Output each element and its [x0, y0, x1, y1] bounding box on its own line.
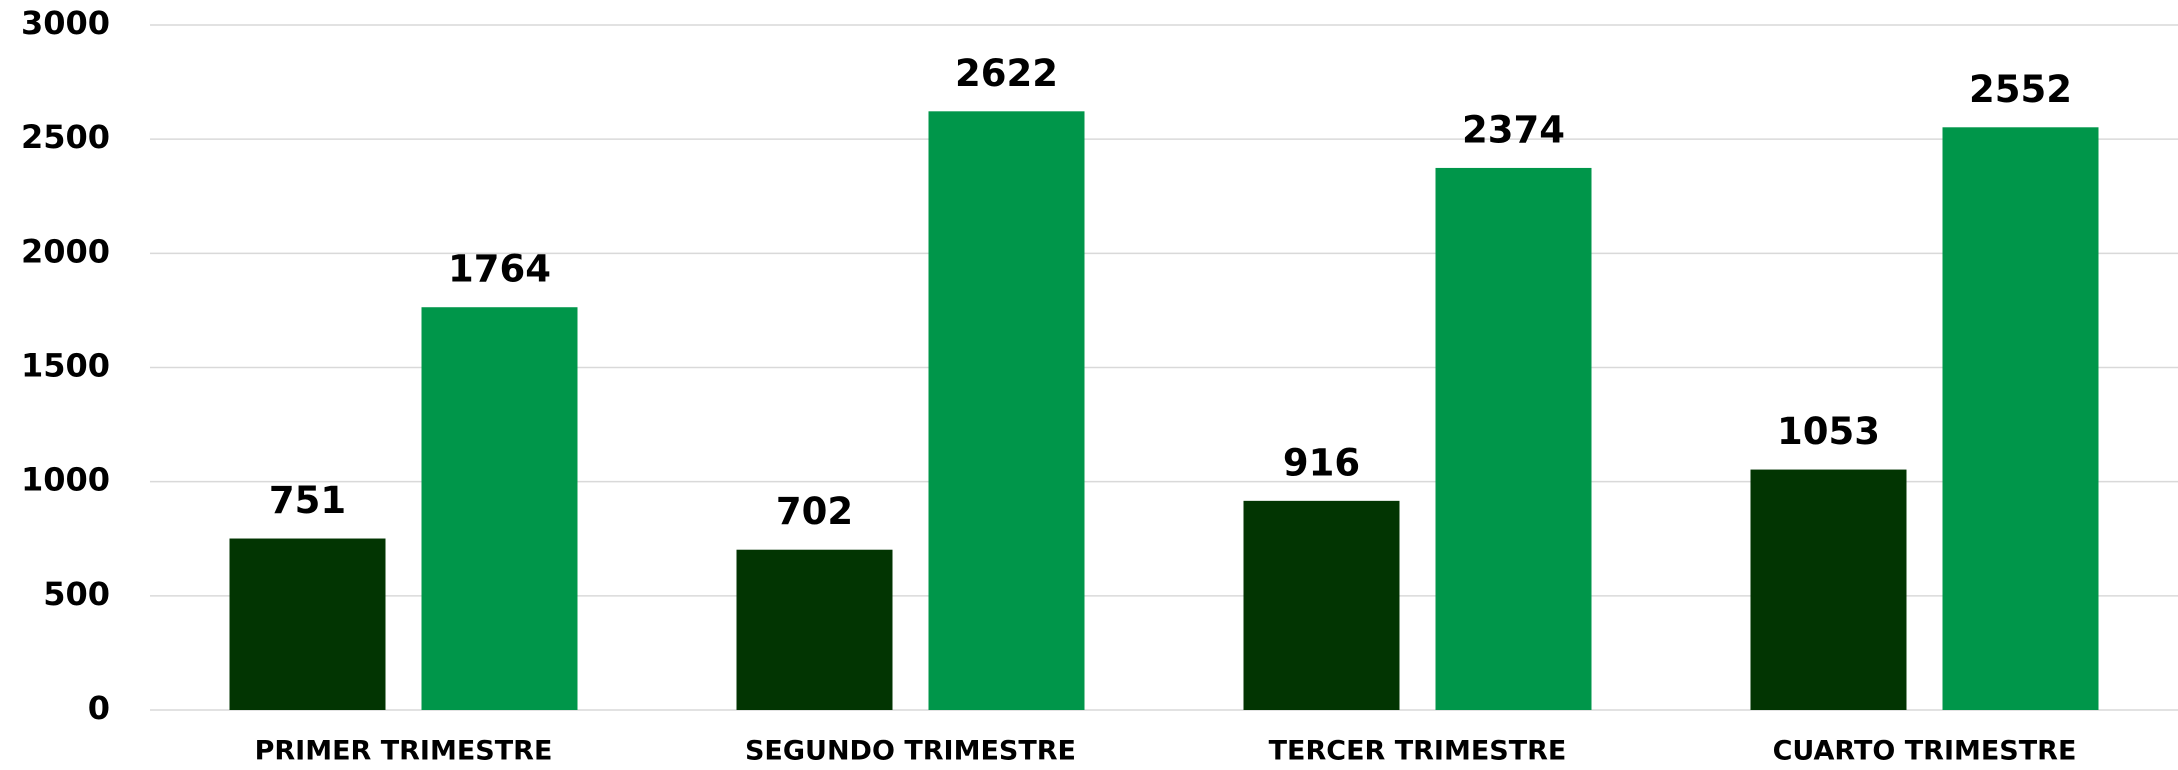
y-tick-label: 2000	[21, 232, 110, 270]
y-tick-label: 1500	[21, 347, 110, 385]
value-label: 2622	[955, 52, 1058, 95]
y-tick-label: 3000	[21, 4, 110, 42]
y-tick-label: 0	[88, 689, 110, 727]
bar	[1750, 469, 1907, 710]
y-tick-label: 1000	[21, 461, 110, 499]
value-label: 1053	[1777, 410, 1880, 453]
bar	[229, 538, 386, 710]
x-tick-label: CUARTO TRIMESTRE	[1773, 736, 2077, 767]
value-label: 1764	[448, 248, 551, 291]
value-label: 751	[269, 479, 346, 522]
y-tick-label: 2500	[21, 118, 110, 156]
bar	[1942, 127, 2099, 710]
y-tick-label: 500	[43, 575, 110, 613]
x-tick-label: PRIMER TRIMESTRE	[255, 736, 553, 767]
bar	[928, 111, 1085, 710]
bar	[421, 307, 578, 710]
bar	[1435, 167, 1592, 711]
x-tick-label: TERCER TRIMESTRE	[1269, 736, 1567, 767]
bar	[1243, 500, 1400, 710]
bar	[736, 549, 893, 710]
value-label: 916	[1283, 441, 1360, 484]
x-tick-label: SEGUNDO TRIMESTRE	[745, 736, 1076, 767]
value-label: 2374	[1462, 108, 1565, 151]
value-label: 2552	[1969, 68, 2072, 111]
value-label: 702	[776, 490, 853, 533]
